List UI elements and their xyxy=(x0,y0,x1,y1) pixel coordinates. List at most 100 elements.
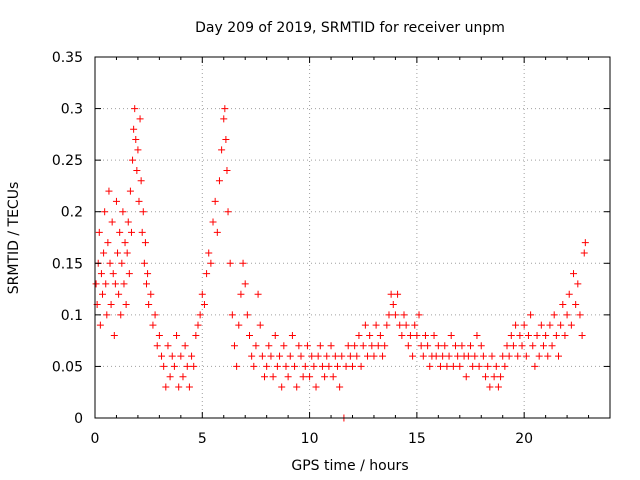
data-point xyxy=(263,362,271,370)
data-point xyxy=(456,362,464,370)
grid xyxy=(95,57,610,418)
data-point xyxy=(574,280,582,288)
data-point xyxy=(126,187,134,195)
data-point xyxy=(432,352,440,360)
data-point xyxy=(215,177,223,185)
data-point xyxy=(218,146,226,154)
data-point xyxy=(578,331,586,339)
data-point xyxy=(112,197,120,205)
data-point xyxy=(507,331,515,339)
data-point xyxy=(158,352,166,360)
data-point xyxy=(115,290,123,298)
data-point xyxy=(293,383,301,391)
data-point xyxy=(254,290,262,298)
data-point xyxy=(462,373,470,381)
data-point xyxy=(155,331,163,339)
data-point xyxy=(233,362,241,370)
data-point xyxy=(205,249,213,257)
data-point xyxy=(258,352,266,360)
data-point xyxy=(119,208,127,216)
data-point xyxy=(509,342,517,350)
data-point xyxy=(351,342,359,350)
data-point xyxy=(295,342,303,350)
data-point xyxy=(355,331,363,339)
chart-title: Day 209 of 2019, SRMTID for receiver unp… xyxy=(195,20,505,36)
data-point xyxy=(139,208,147,216)
data-point xyxy=(310,362,318,370)
data-point xyxy=(147,290,155,298)
data-point xyxy=(357,362,365,370)
data-point xyxy=(306,373,314,381)
data-point xyxy=(376,331,384,339)
data-point xyxy=(379,352,387,360)
data-point xyxy=(273,362,281,370)
data-point xyxy=(580,249,588,257)
y-tick-label: 0.2 xyxy=(61,205,83,221)
data-point xyxy=(522,352,530,360)
data-point xyxy=(95,228,103,236)
x-tick-label: 15 xyxy=(408,431,426,447)
data-point xyxy=(327,342,335,350)
data-point xyxy=(381,342,389,350)
data-point xyxy=(537,321,545,329)
data-point xyxy=(524,331,532,339)
data-point xyxy=(173,331,181,339)
data-point xyxy=(198,290,206,298)
data-point xyxy=(211,197,219,205)
data-point xyxy=(344,342,352,350)
data-point xyxy=(207,259,215,267)
data-point xyxy=(276,352,284,360)
data-point xyxy=(494,383,502,391)
data-point xyxy=(120,280,128,288)
data-point xyxy=(291,362,299,370)
data-point xyxy=(531,362,539,370)
data-point xyxy=(100,249,108,257)
data-point xyxy=(542,331,550,339)
data-point xyxy=(581,239,589,247)
data-point xyxy=(406,331,414,339)
data-point xyxy=(503,342,511,350)
data-point xyxy=(430,331,438,339)
data-point xyxy=(359,342,367,350)
data-point xyxy=(101,208,109,216)
data-point xyxy=(338,352,346,360)
data-point xyxy=(221,105,229,113)
data-point xyxy=(445,352,453,360)
data-point xyxy=(333,362,341,370)
data-point xyxy=(230,342,238,350)
data-point xyxy=(565,290,573,298)
data-point xyxy=(144,270,152,278)
data-point xyxy=(529,342,537,350)
data-point xyxy=(336,383,344,391)
data-point xyxy=(490,373,498,381)
y-tick-label: 0.1 xyxy=(61,308,83,324)
data-point xyxy=(473,331,481,339)
data-point xyxy=(170,362,178,370)
data-point xyxy=(108,218,116,226)
data-point xyxy=(297,352,305,360)
data-point xyxy=(469,362,477,370)
data-point xyxy=(415,311,423,319)
data-point xyxy=(404,342,412,350)
data-point xyxy=(361,321,369,329)
data-point xyxy=(286,352,294,360)
data-point xyxy=(479,352,487,360)
x-tick-label: 0 xyxy=(91,431,100,447)
data-point xyxy=(550,311,558,319)
data-point xyxy=(116,228,124,236)
data-point xyxy=(124,218,132,226)
data-point xyxy=(325,362,333,370)
data-point xyxy=(166,373,174,381)
data-point xyxy=(183,362,191,370)
data-point xyxy=(318,362,326,370)
data-point xyxy=(248,352,256,360)
data-point xyxy=(561,331,569,339)
data-point xyxy=(102,280,110,288)
data-points xyxy=(92,105,589,422)
data-point xyxy=(424,342,432,350)
data-point xyxy=(301,362,309,370)
data-point xyxy=(316,342,324,350)
data-point xyxy=(572,301,580,309)
data-point xyxy=(223,166,231,174)
data-point xyxy=(520,321,528,329)
